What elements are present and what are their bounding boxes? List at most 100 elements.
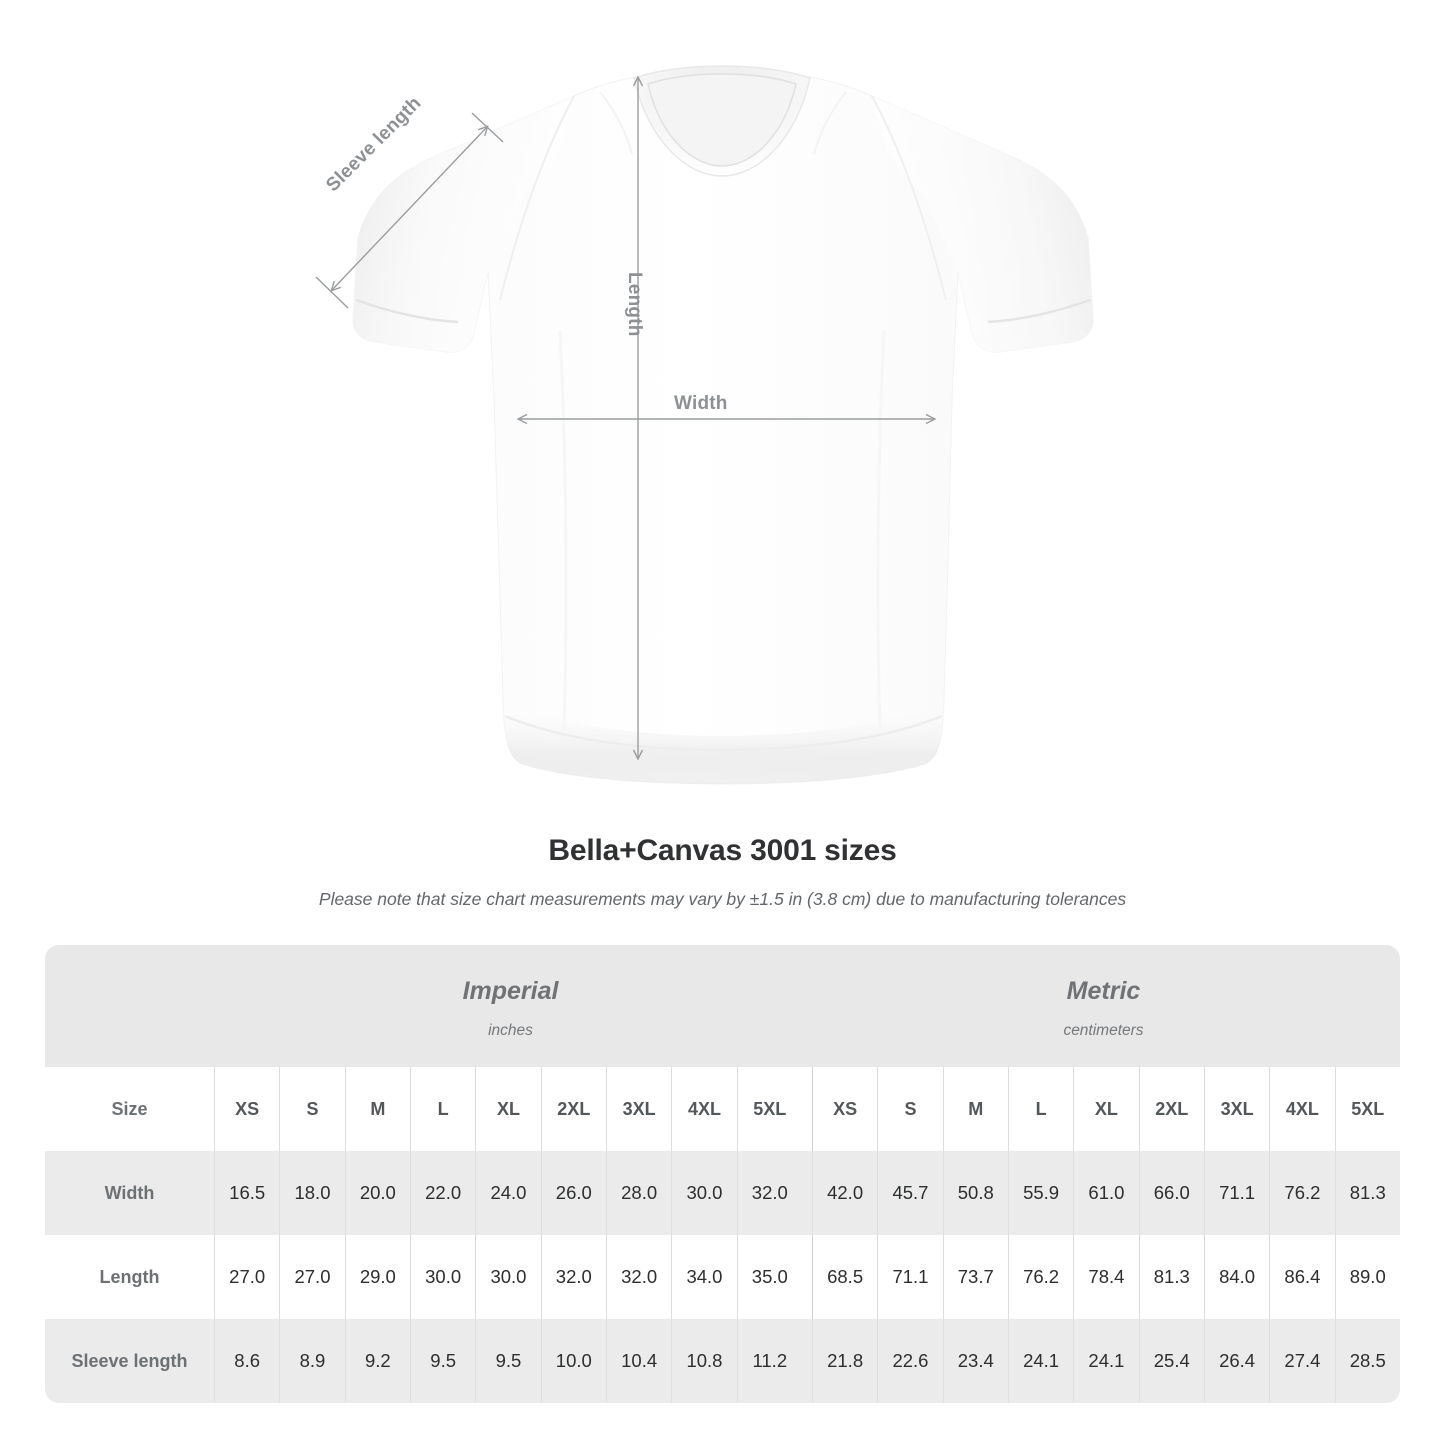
data-cell: 27.0	[279, 1235, 344, 1319]
data-cell: 71.1	[1203, 1151, 1269, 1235]
data-cell: 27.4	[1269, 1319, 1334, 1403]
size-header-cell: 5XL	[736, 1067, 802, 1151]
data-cell: 9.5	[475, 1319, 540, 1403]
size-header-cell: M	[942, 1067, 1008, 1151]
size-header-cell: L	[1007, 1067, 1073, 1151]
unit-header-spacer	[45, 945, 214, 1067]
page-title: Bella+Canvas 3001 sizes	[548, 834, 897, 867]
size-row-label: Size	[111, 1098, 148, 1119]
data-cell: 25.4	[1138, 1319, 1204, 1403]
data-cell: 10.8	[671, 1319, 736, 1403]
data-cell: 16.5	[214, 1151, 279, 1235]
unit-section-title: Imperial	[462, 976, 559, 1005]
data-cell: 24.1	[1073, 1319, 1138, 1403]
data-cell: 81.3	[1334, 1151, 1400, 1235]
data-cell: 10.0	[540, 1319, 606, 1403]
size-header-cell: 3XL	[1203, 1067, 1269, 1151]
table-header-row: Size XS S M L XL 2XL 3XL 4XL 5XL XS S M …	[45, 1067, 1400, 1151]
size-header-cell: 2XL	[1138, 1067, 1204, 1151]
unit-section-unit: inches	[488, 1021, 533, 1039]
size-header-cell: 5XL	[1334, 1067, 1400, 1151]
data-cell: 81.3	[1138, 1235, 1204, 1319]
data-cell: 23.4	[942, 1319, 1008, 1403]
row-cells: 8.6 8.9 9.2 9.5 9.5 10.0 10.4 10.8 11.2 …	[214, 1319, 1400, 1403]
data-cell: 9.5	[409, 1319, 475, 1403]
row-label: Length	[99, 1266, 160, 1287]
size-header-cell: 2XL	[540, 1067, 606, 1151]
size-header-cell: 4XL	[1269, 1067, 1334, 1151]
data-cell: 30.0	[409, 1235, 475, 1319]
table-row: Length 27.0 27.0 29.0 30.0 30.0 32.0 32.…	[45, 1235, 1400, 1319]
unit-section-imperial: Imperial inches	[214, 945, 807, 1067]
data-cell: 76.2	[1007, 1235, 1073, 1319]
tshirt-illustration	[352, 65, 1094, 785]
data-cell: 28.0	[605, 1151, 671, 1235]
data-cell: 18.0	[279, 1151, 344, 1235]
length-annotation: Length	[624, 272, 645, 337]
size-header-cell: 3XL	[605, 1067, 671, 1151]
unit-section-title: Metric	[1066, 976, 1141, 1005]
data-cell: 21.8	[811, 1319, 877, 1403]
size-header-cells: XS S M L XL 2XL 3XL 4XL 5XL XS S M L XL …	[214, 1067, 1400, 1151]
data-cell: 71.1	[877, 1235, 942, 1319]
row-cells: 16.5 18.0 20.0 22.0 24.0 26.0 28.0 30.0 …	[214, 1151, 1400, 1235]
data-cell: 32.0	[540, 1235, 606, 1319]
size-header-cell: M	[344, 1067, 410, 1151]
data-cell: 24.0	[475, 1151, 540, 1235]
data-cell: 42.0	[811, 1151, 877, 1235]
data-cell: 86.4	[1269, 1235, 1334, 1319]
data-cell: 11.2	[736, 1319, 802, 1403]
data-cell: 50.8	[942, 1151, 1008, 1235]
data-cell: 22.0	[409, 1151, 475, 1235]
tshirt-diagram: Sleeve length Length Width	[315, 65, 1094, 785]
data-cell: 22.6	[877, 1319, 942, 1403]
data-cell: 26.0	[540, 1151, 606, 1235]
data-cell: 30.0	[671, 1151, 736, 1235]
row-label: Sleeve length	[71, 1350, 188, 1371]
tolerance-note: Please note that size chart measurements…	[318, 889, 1127, 909]
unit-system-header: Imperial inches Metric centimeters	[45, 945, 1400, 1067]
data-cell: 78.4	[1073, 1235, 1138, 1319]
data-cell: 30.0	[475, 1235, 540, 1319]
data-cell: 68.5	[811, 1235, 877, 1319]
data-cell: 84.0	[1203, 1235, 1269, 1319]
width-annotation: Width	[674, 393, 728, 414]
data-cell: 8.6	[214, 1319, 279, 1403]
data-cell: 55.9	[1007, 1151, 1073, 1235]
data-cell: 10.4	[605, 1319, 671, 1403]
size-header-cell: XS	[214, 1067, 279, 1151]
size-chart-table: Imperial inches Metric centimeters Size …	[45, 945, 1400, 1403]
data-cell: 35.0	[736, 1235, 802, 1319]
unit-section-unit: centimeters	[1063, 1021, 1144, 1039]
data-cell: 45.7	[877, 1151, 942, 1235]
size-header-cell: L	[409, 1067, 475, 1151]
data-cell: 26.4	[1203, 1319, 1269, 1403]
data-cell: 61.0	[1073, 1151, 1138, 1235]
table-row: Width 16.5 18.0 20.0 22.0 24.0 26.0 28.0…	[45, 1151, 1400, 1235]
data-cell: 27.0	[214, 1235, 279, 1319]
unit-section-metric: Metric centimeters	[807, 945, 1400, 1067]
title-block: Bella+Canvas 3001 sizes Please note that…	[0, 834, 1445, 910]
data-cell: 8.9	[279, 1319, 344, 1403]
data-cell: 20.0	[344, 1151, 410, 1235]
data-cell: 66.0	[1138, 1151, 1204, 1235]
data-cell: 9.2	[344, 1319, 410, 1403]
size-header-cell: 4XL	[671, 1067, 736, 1151]
size-header-cell: S	[877, 1067, 942, 1151]
data-cell: 73.7	[942, 1235, 1008, 1319]
data-cell: 24.1	[1007, 1319, 1073, 1403]
row-cells: 27.0 27.0 29.0 30.0 30.0 32.0 32.0 34.0 …	[214, 1235, 1400, 1319]
data-cell: 32.0	[736, 1151, 802, 1235]
size-header-cell: XL	[475, 1067, 540, 1151]
size-header-cell: S	[279, 1067, 344, 1151]
data-cell: 32.0	[605, 1235, 671, 1319]
data-cell: 89.0	[1334, 1235, 1400, 1319]
data-cell: 76.2	[1269, 1151, 1334, 1235]
table-row: Sleeve length 8.6 8.9 9.2 9.5 9.5 10.0 1…	[45, 1319, 1400, 1403]
data-cell: 28.5	[1334, 1319, 1400, 1403]
row-label: Width	[104, 1182, 155, 1203]
data-cell: 34.0	[671, 1235, 736, 1319]
size-header-cell: XL	[1073, 1067, 1138, 1151]
data-cell: 29.0	[344, 1235, 410, 1319]
size-header-cell: XS	[811, 1067, 877, 1151]
